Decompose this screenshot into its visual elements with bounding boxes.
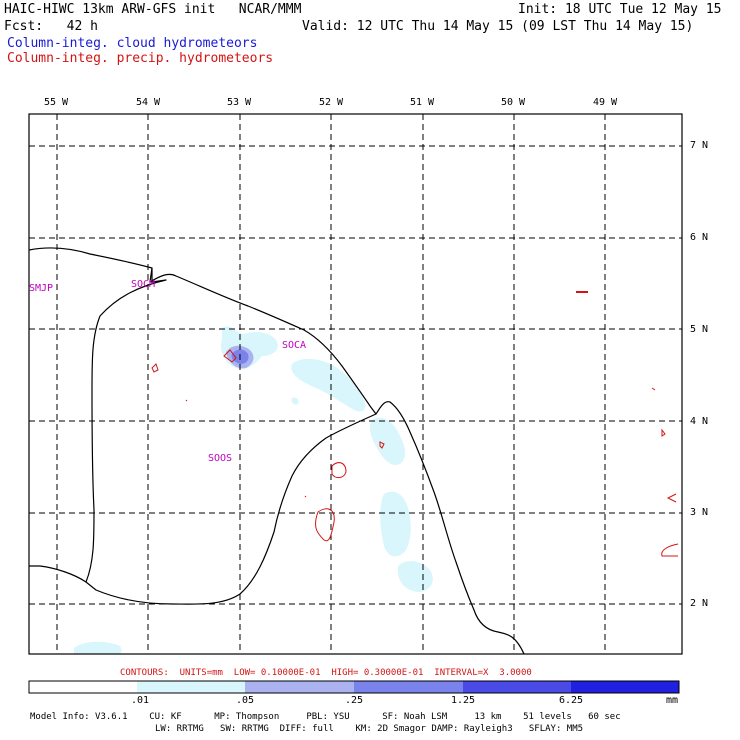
cloud-area xyxy=(74,641,122,654)
coastlines-borders xyxy=(29,247,525,654)
cloud-area xyxy=(397,561,433,592)
cloud-shading xyxy=(74,326,433,654)
precip-contour xyxy=(661,428,666,437)
colorbar-label: .01 xyxy=(131,695,150,706)
station-label: SOCM xyxy=(131,279,156,290)
plot-title: HAIC-HIWC 13km ARW-GFS init NCAR/MMM xyxy=(4,2,302,17)
lon-label-55w: 55 W xyxy=(44,97,69,108)
model-info-line2: LW: RRTMG SW: RRTMG DIFF: full KM: 2D Sm… xyxy=(155,724,584,734)
precip-contour xyxy=(331,462,347,479)
map-frame xyxy=(28,113,683,655)
colorbar-segment xyxy=(463,681,571,693)
valid-time: Valid: 12 UTC Thu 14 May 15 (09 LST Thu … xyxy=(302,19,694,34)
lat-label-4n: 4 N xyxy=(690,416,709,427)
station-label: SMJP xyxy=(29,283,54,294)
lat-label-5n: 5 N xyxy=(690,324,709,335)
colorbar-label: 6.25 xyxy=(559,695,584,706)
colorbar-label: 1.25 xyxy=(451,695,476,706)
precip-contour xyxy=(379,441,385,449)
init-time: Init: 18 UTC Tue 12 May 15 xyxy=(518,2,722,17)
precip-contour xyxy=(185,399,188,402)
precip-contours xyxy=(151,291,679,557)
colorbar-segment xyxy=(354,681,463,693)
lon-label-49w: 49 W xyxy=(593,97,618,108)
border-suriname-french-guiana xyxy=(85,413,377,605)
colorbar-frame xyxy=(28,680,680,694)
precip-contour xyxy=(304,495,307,498)
precip-contour xyxy=(651,387,656,391)
colorbar-segment xyxy=(137,681,245,693)
colorbar-segment xyxy=(571,681,679,693)
contours-info: CONTOURS: UNITS=mm LOW= 0.10000E-01 HIGH… xyxy=(120,668,532,678)
lon-label-54w: 54 W xyxy=(136,97,161,108)
cloud-area xyxy=(369,417,406,465)
colorbar-label: .05 xyxy=(236,695,255,706)
precip-contour xyxy=(666,493,677,503)
lon-label-53w: 53 W xyxy=(227,97,252,108)
lon-label-52w: 52 W xyxy=(319,97,344,108)
field-label-cloud: Column-integ. cloud hydrometeors xyxy=(7,36,258,51)
lat-label-7n: 7 N xyxy=(690,140,709,151)
precip-contour xyxy=(661,543,679,557)
precip-contour xyxy=(151,363,159,373)
cloud-area xyxy=(291,397,299,405)
cloud-area xyxy=(291,358,366,412)
lon-label-51w: 51 W xyxy=(410,97,435,108)
lat-label-2n: 2 N xyxy=(690,598,709,609)
station-label: SOOS xyxy=(208,453,233,464)
lat-lon-grid xyxy=(29,114,682,654)
precip-contour xyxy=(315,508,335,542)
forecast-hour: Fcst: 42 h xyxy=(4,19,98,34)
colorbar-label: .25 xyxy=(345,695,364,706)
cloud-area xyxy=(380,491,411,557)
colorbar xyxy=(28,680,680,694)
lat-label-6n: 6 N xyxy=(690,232,709,243)
colorbar-segment xyxy=(245,681,354,693)
border-suriname-guyana xyxy=(29,268,167,583)
field-label-precip: Column-integ. precip. hydrometeors xyxy=(7,51,274,66)
station-label: SOCA xyxy=(282,340,307,351)
colorbar-unit: mm xyxy=(666,695,679,706)
coastline xyxy=(29,247,525,654)
model-info-line1: Model Info: V3.6.1 CU: KF MP: Thompson P… xyxy=(30,712,621,722)
precip-contour xyxy=(223,349,237,363)
lon-label-50w: 50 W xyxy=(501,97,526,108)
lat-label-3n: 3 N xyxy=(690,507,709,518)
colorbar-segment xyxy=(29,681,137,693)
